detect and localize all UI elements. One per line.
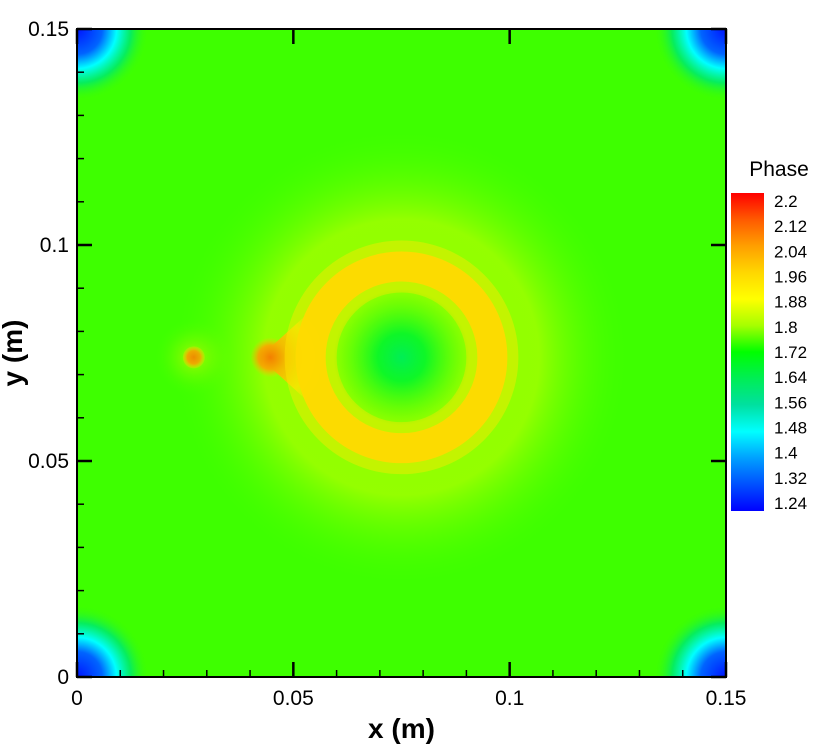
colorbar-level-label: 2.2: [774, 192, 798, 211]
ring-high-region: [295, 251, 508, 464]
corner-low-region: [77, 29, 149, 101]
colorbar-level-label: 2.04: [774, 242, 807, 261]
plot-frame: [76, 28, 727, 678]
colorbar-level-label: 1.72: [774, 343, 807, 362]
colorbar-labels: 2.2 2.12 2.04 1.96 1.88 1.8 1.72 1.64 1.56 1.48 1.…: [774, 192, 807, 513]
corner-low-region: [77, 605, 149, 677]
colorbar-gradient: [731, 193, 764, 511]
x-tick-label: 0.1: [495, 687, 524, 710]
colorbar-level-label: 1.48: [774, 419, 807, 438]
colorbar-level-label: 1.8: [774, 318, 798, 337]
ring-center-low: [333, 289, 470, 426]
y-tick-label: 0.15: [28, 18, 69, 41]
colorbar-level-label: 1.64: [774, 368, 807, 387]
field-features: [77, 29, 726, 677]
corner-low-region: [654, 29, 726, 101]
colorbar-legend: Phase 2.2 2.12 2.04 1.96 1.88 1.8 1.72 1.64 1.56…: [731, 158, 809, 513]
plot-area: [77, 29, 726, 677]
ring-soft-edge: [284, 240, 519, 475]
x-axis-title: x (m): [368, 713, 435, 744]
colorbar-level-label: 1.96: [774, 268, 807, 287]
colorbar-level-label: 1.88: [774, 293, 807, 312]
colorbar-level-label: 1.24: [774, 494, 807, 513]
colorbar-level-label: 2.12: [774, 217, 807, 236]
colorbar-level-label: 1.32: [774, 469, 807, 488]
x-tick-label: 0.05: [273, 687, 314, 710]
colorbar-level-label: 1.4: [774, 444, 798, 463]
y-tick-label: 0.1: [40, 234, 69, 257]
y-tick-label: 0: [57, 666, 69, 689]
x-axis: 0 0.05 0.1 0.15: [71, 29, 746, 710]
y-axis: 0 0.05 0.1 0.15: [28, 18, 726, 689]
y-axis-title: y (m): [0, 320, 28, 387]
x-tick-label: 0: [71, 687, 83, 710]
colorbar-level-label: 1.56: [774, 393, 807, 412]
corner-low-region: [654, 605, 726, 677]
colorbar-title: Phase: [749, 158, 809, 181]
x-tick-label: 0.15: [706, 687, 747, 710]
y-tick-label: 0.05: [28, 450, 69, 473]
